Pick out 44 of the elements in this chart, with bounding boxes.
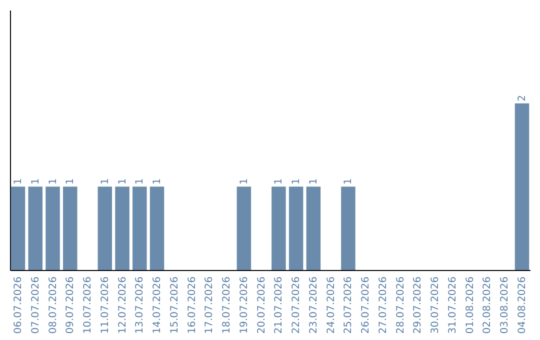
- x-tick-label: 31.07.2026: [447, 276, 458, 334]
- x-tick-label: 10.07.2026: [82, 276, 94, 334]
- data-label: 1: [48, 178, 59, 185]
- x-tick-label: 19.07.2026: [238, 276, 250, 334]
- x-tick-label: 16.07.2026: [186, 276, 198, 334]
- x-tick-label: 23.07.2026: [308, 276, 320, 334]
- x-tick-label: 27.07.2026: [378, 276, 389, 334]
- data-label: 1: [117, 178, 128, 185]
- x-tick-label: 18.07.2026: [222, 276, 233, 334]
- x-tick-label: 11.07.2026: [100, 276, 111, 334]
- x-tick-label: 02.08.2026: [482, 276, 494, 334]
- x-tick-label: 30.07.2026: [430, 276, 442, 334]
- data-label: 1: [30, 178, 42, 185]
- x-tick-label: 22.07.2026: [291, 276, 302, 334]
- x-tick-label: 29.07.2026: [412, 276, 424, 334]
- data-label: 1: [343, 178, 354, 185]
- data-label: 1: [308, 178, 320, 185]
- data-label: 1: [12, 178, 24, 185]
- x-tick-label: 24.07.2026: [326, 276, 337, 334]
- x-tick-label: 20.07.2026: [256, 276, 268, 334]
- x-tick-label: 26.07.2026: [360, 276, 372, 334]
- data-label: 1: [274, 178, 285, 185]
- data-label: 1: [100, 178, 111, 185]
- data-label: 1: [238, 178, 250, 185]
- x-tick-label: 13.07.2026: [134, 276, 146, 334]
- data-label: 1: [65, 178, 76, 185]
- x-tick-label: 17.07.2026: [204, 276, 216, 334]
- x-tick-label: 03.08.2026: [500, 276, 511, 334]
- data-label: 1: [152, 178, 164, 185]
- data-label: 1: [291, 178, 302, 185]
- data-label: 2: [517, 94, 528, 102]
- data-label: 1: [134, 178, 146, 185]
- x-tick-label: 15.07.2026: [169, 276, 180, 334]
- x-tick-label: 21.07.2026: [274, 276, 285, 334]
- x-tick-label: 28.07.2026: [395, 276, 406, 334]
- x-tick-label: 12.07.2026: [117, 276, 128, 334]
- x-tick-label: 04.08.2026: [517, 276, 528, 334]
- x-tick-label: 14.07.2026: [152, 276, 164, 334]
- x-tick-label: 06.07.2026: [12, 276, 24, 334]
- x-tick-label: 08.07.2026: [48, 276, 59, 334]
- x-tick-label: 07.07.2026: [30, 276, 42, 334]
- x-tick-label: 01.08.2026: [464, 276, 476, 334]
- x-tick-label: 09.07.2026: [65, 276, 76, 334]
- x-tick-label: 25.07.2026: [343, 276, 354, 334]
